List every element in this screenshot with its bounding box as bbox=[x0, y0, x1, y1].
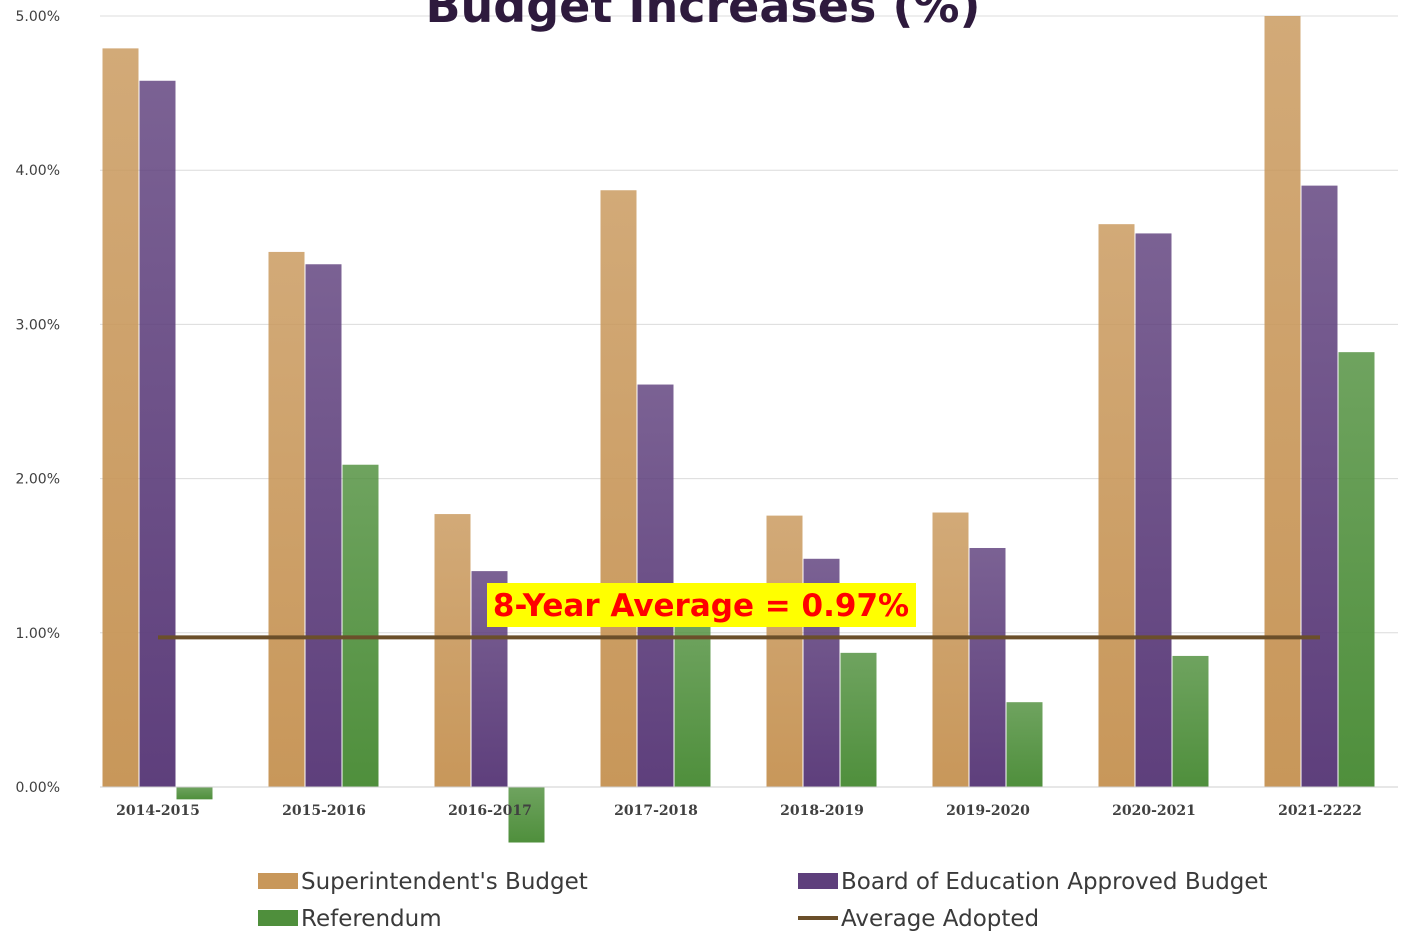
legend-label: Average Adopted bbox=[841, 906, 1039, 932]
bar bbox=[932, 512, 969, 787]
legend-swatch bbox=[258, 910, 298, 926]
bar bbox=[268, 251, 305, 787]
x-tick-label: 2016-2017 bbox=[448, 803, 532, 819]
x-tick-label: 2017-2018 bbox=[614, 803, 698, 819]
bar bbox=[1098, 224, 1135, 788]
legend-swatch bbox=[258, 873, 298, 889]
bar bbox=[434, 514, 471, 787]
bar bbox=[1301, 185, 1338, 787]
bar bbox=[176, 787, 213, 800]
bar bbox=[342, 464, 379, 787]
bar bbox=[508, 787, 545, 843]
bar bbox=[1264, 16, 1301, 787]
bar bbox=[1338, 352, 1375, 787]
legend-label: Superintendent's Budget bbox=[301, 869, 588, 895]
y-axis-ticks: 0.00% 1.00% 2.00% 3.00% 4.00% 5.00% bbox=[16, 9, 60, 796]
bar bbox=[102, 48, 139, 787]
x-tick-label: 2019-2020 bbox=[946, 803, 1030, 819]
bar bbox=[1172, 655, 1209, 787]
x-tick-label: 2020-2021 bbox=[1112, 803, 1196, 819]
bar bbox=[840, 652, 877, 787]
x-axis-ticks: 2014-2015 2015-2016 2016-2017 2017-2018 2018… bbox=[116, 803, 1362, 819]
average-annotation-box bbox=[487, 583, 916, 627]
y-tick-label: 3.00% bbox=[16, 317, 60, 333]
y-tick-label: 2.00% bbox=[16, 472, 60, 488]
legend: Superintendent's Budget Board of Educatio… bbox=[258, 869, 1268, 932]
bar bbox=[969, 547, 1006, 787]
bar bbox=[1135, 233, 1172, 787]
y-tick-label: 0.00% bbox=[16, 780, 60, 796]
legend-label: Referendum bbox=[301, 906, 442, 932]
bars bbox=[102, 16, 1375, 843]
legend-swatch bbox=[798, 873, 838, 889]
bar bbox=[766, 515, 803, 787]
average-annotation-label: 8-Year Average = 0.97% bbox=[493, 588, 909, 624]
bar bbox=[674, 625, 711, 787]
x-tick-label: 2018-2019 bbox=[780, 803, 864, 819]
chart-title: Budget Increases (%) bbox=[425, 0, 980, 33]
bar bbox=[1006, 702, 1043, 787]
y-tick-label: 1.00% bbox=[16, 626, 60, 642]
bar bbox=[305, 264, 342, 788]
x-tick-label: 2015-2016 bbox=[282, 803, 366, 819]
x-tick-label: 2014-2015 bbox=[116, 803, 200, 819]
legend-label: Board of Education Approved Budget bbox=[841, 869, 1268, 895]
y-tick-label: 4.00% bbox=[16, 163, 60, 179]
bar bbox=[139, 80, 176, 788]
bar bbox=[600, 190, 637, 788]
x-tick-label: 2021-2222 bbox=[1278, 803, 1362, 819]
y-tick-label: 5.00% bbox=[16, 9, 60, 25]
